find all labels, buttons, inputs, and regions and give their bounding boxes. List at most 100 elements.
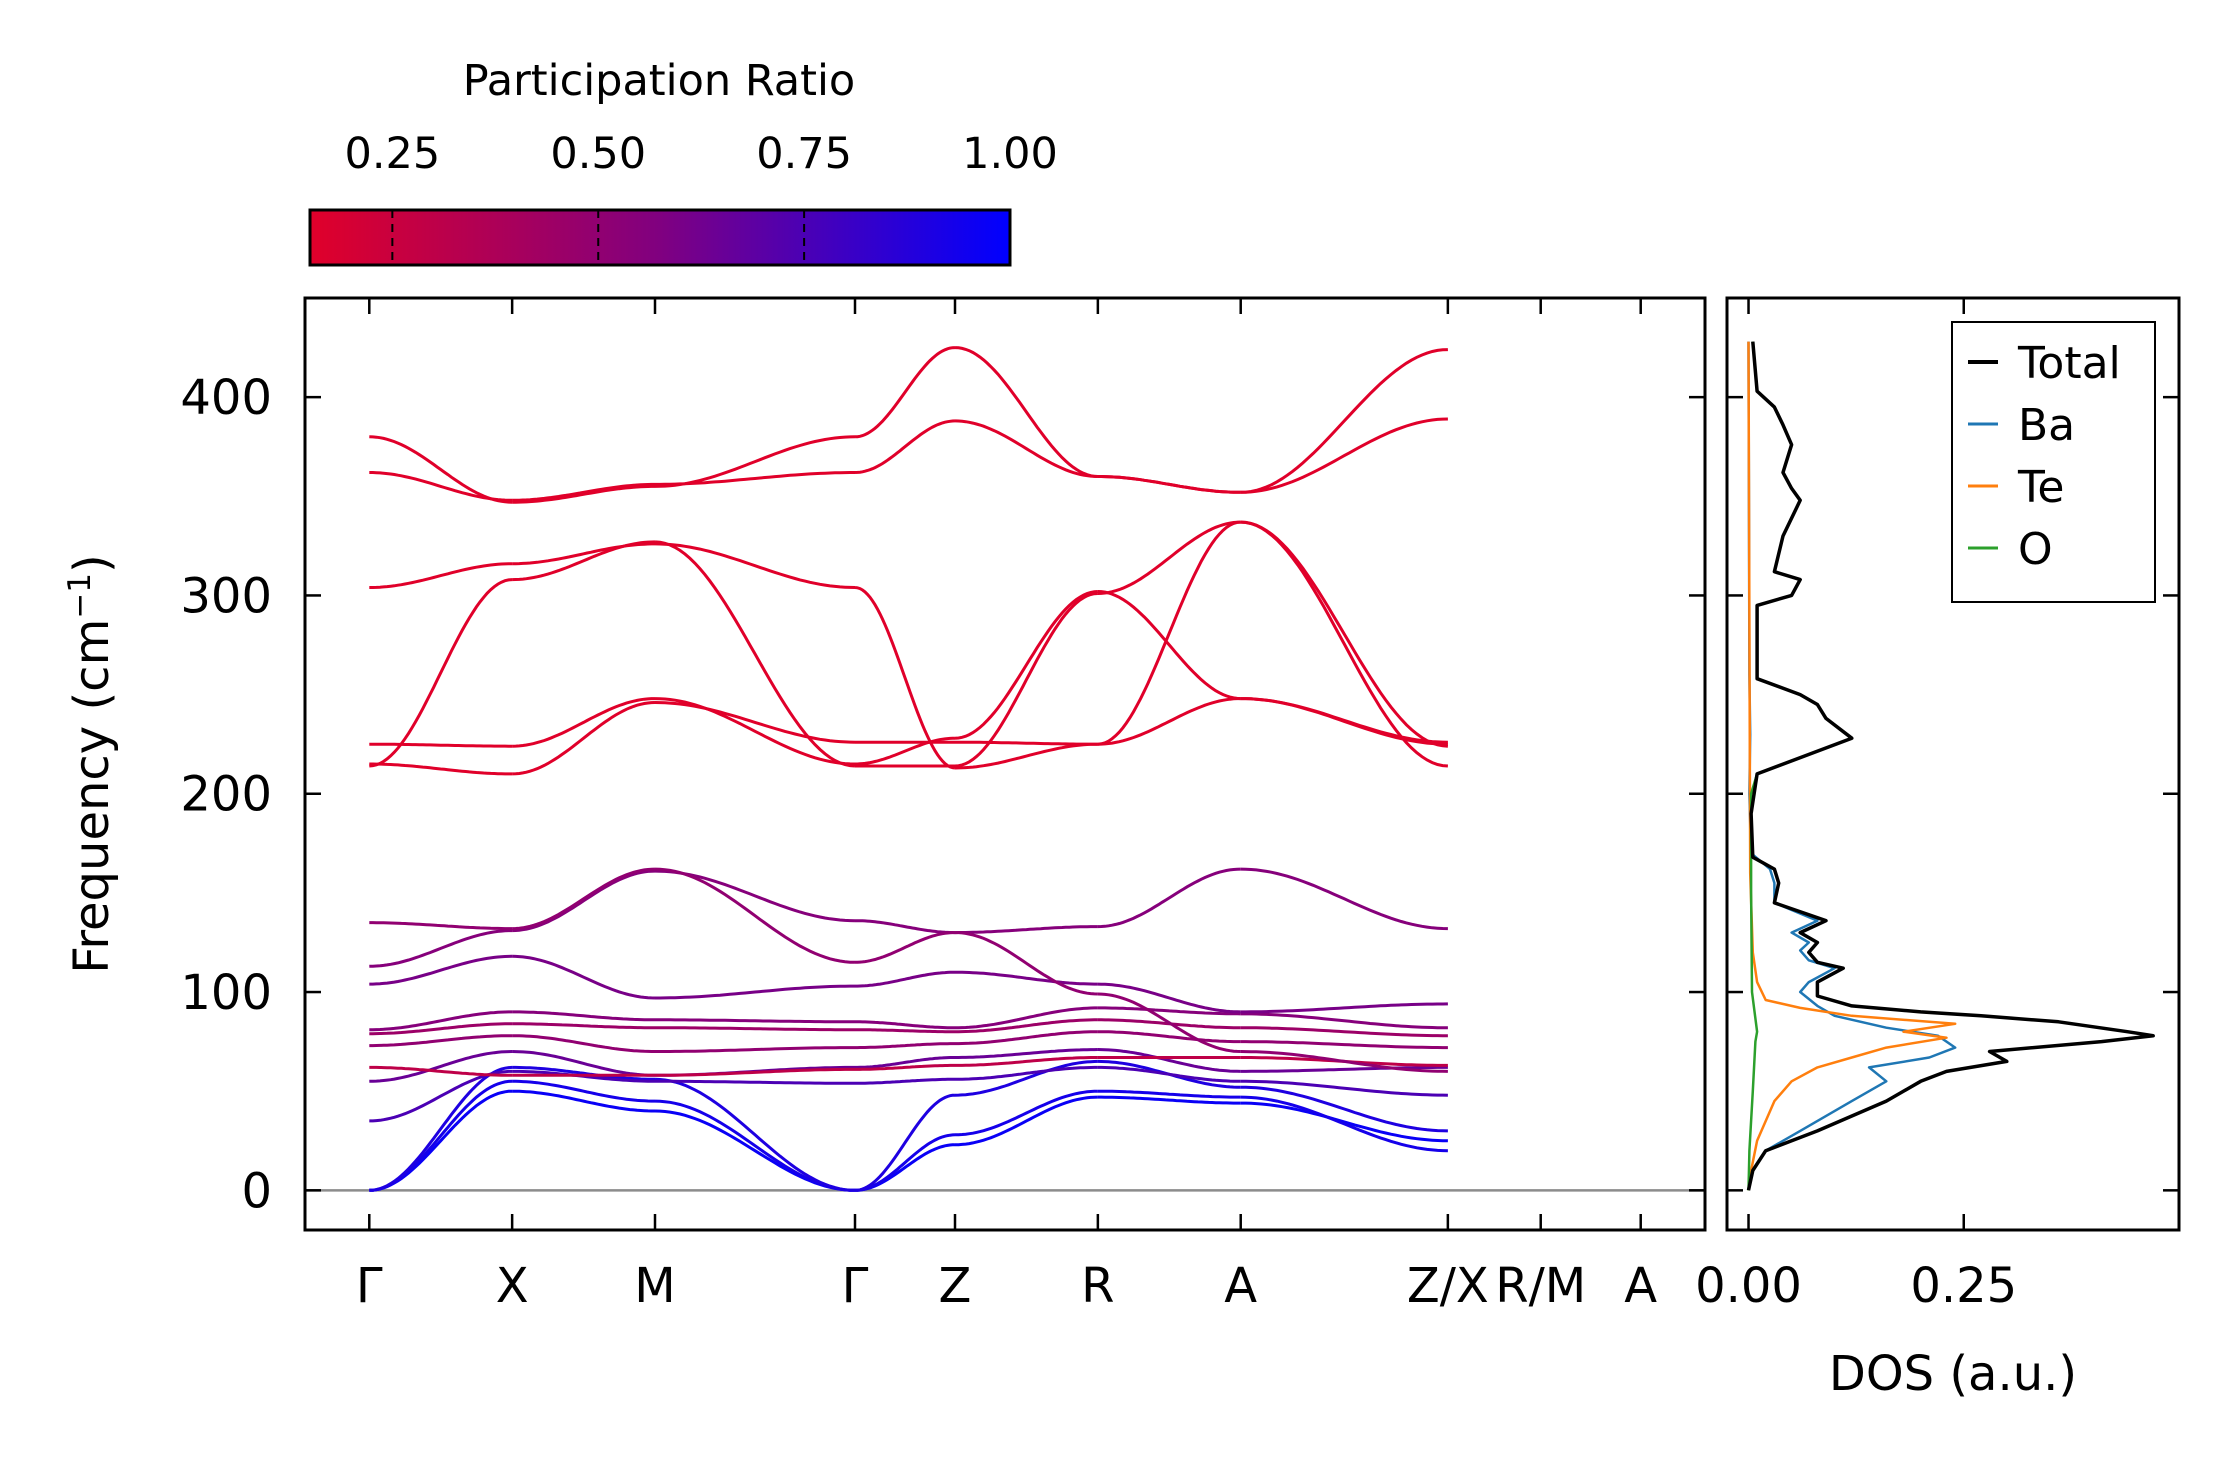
high-symmetry-label: X	[496, 1258, 529, 1314]
y-axis-label: Frequency (cm−1)	[62, 554, 120, 974]
colorbar-tick-label: 0.50	[550, 129, 646, 179]
legend-label: O	[2018, 524, 2053, 575]
colorbar: Participation Ratio 0.25 0.50 0.75 1.00	[308, 56, 1058, 267]
band-line	[855, 1042, 955, 1050]
band-line	[369, 1010, 513, 1032]
band-line	[655, 1079, 855, 1085]
colorbar-tick-label: 1.00	[962, 129, 1058, 179]
band-line	[512, 697, 655, 748]
band-line	[1097, 982, 1241, 1014]
high-symmetry-label: Γ	[356, 1258, 383, 1314]
band-line	[1240, 1079, 1448, 1097]
band-line	[512, 1050, 655, 1077]
band-line	[512, 701, 656, 776]
colorbar-gradient	[308, 208, 1012, 267]
band-line	[1240, 1050, 1448, 1073]
band-line	[955, 1018, 1098, 1034]
band-line	[1240, 1026, 1448, 1038]
band-line	[854, 346, 956, 439]
high-symmetry-label: Z/X	[1407, 1258, 1489, 1314]
band-line	[1097, 867, 1241, 929]
band-line	[1097, 590, 1241, 701]
dos-series-te	[1747, 341, 1957, 1191]
high-symmetry-label: A	[1224, 1258, 1257, 1314]
band-line	[512, 1079, 655, 1103]
band-line	[655, 1067, 855, 1077]
y-tick-label: 200	[180, 767, 272, 823]
band-line	[955, 1006, 1098, 1030]
band-line	[512, 484, 655, 504]
legend-frame	[1951, 321, 2156, 603]
band-line	[955, 1095, 1098, 1147]
band-line	[1097, 1089, 1241, 1099]
legend-label: Te	[2017, 462, 2064, 513]
band-line	[954, 1059, 1098, 1097]
band-line	[369, 435, 513, 504]
band-line	[854, 586, 956, 770]
band-line	[1097, 697, 1241, 746]
band-line	[1240, 1040, 1448, 1050]
band-line	[855, 1063, 955, 1071]
band-line	[1240, 1002, 1448, 1014]
band-line	[512, 1010, 655, 1022]
band-line	[655, 1018, 855, 1024]
band-line	[954, 590, 1098, 740]
high-symmetry-label: Γ	[842, 1258, 869, 1314]
dos-axes-frame	[1725, 296, 2181, 1232]
band-line	[369, 1050, 513, 1083]
legend-label: Ba	[2018, 400, 2075, 451]
band-line	[855, 931, 955, 964]
band-line	[369, 954, 513, 986]
band-line	[369, 921, 513, 931]
band-line	[955, 1030, 1098, 1046]
band-line	[855, 970, 955, 988]
band-line	[512, 1022, 655, 1030]
band-line	[654, 540, 856, 768]
band-line	[1097, 1006, 1241, 1016]
y-tick-label: 300	[180, 568, 272, 624]
band-line	[512, 867, 656, 931]
band-line	[1240, 1085, 1448, 1133]
dos-panel: 0.00 0.25 DOS (a.u.) Total Ba Te O	[1695, 296, 2181, 1402]
dos-x-axis-label: DOS (a.u.)	[1829, 1346, 2077, 1402]
band-line	[1097, 520, 1241, 595]
y-tick-label: 100	[180, 965, 272, 1021]
band-line	[654, 697, 856, 766]
band-line	[1240, 520, 1449, 768]
band-line	[1240, 417, 1448, 494]
band-line	[654, 1077, 856, 1192]
dos-legend: Total Ba Te O	[1951, 321, 2156, 603]
band-line	[954, 1089, 1098, 1137]
band-line	[654, 542, 856, 589]
band-line	[512, 869, 656, 933]
band-line	[954, 419, 1098, 478]
legend-label: Total	[2017, 338, 2121, 389]
dos-series-total	[1746, 341, 2155, 1191]
band-line	[369, 742, 513, 748]
band-line	[1240, 1065, 1448, 1073]
band-line	[1240, 1012, 1448, 1030]
band-line	[1240, 1095, 1448, 1153]
band-line	[1240, 348, 1448, 494]
colorbar-tick-label: 0.75	[756, 129, 852, 179]
band-line	[955, 931, 1098, 996]
high-symmetry-label: A	[1624, 1258, 1657, 1314]
colorbar-tick-label: 0.25	[344, 129, 440, 179]
band-line	[855, 1056, 955, 1069]
band-structure-panel: 0 100 200 300 400 Γ X M Γ Z R A Z/X R/M A Frequency (…	[62, 296, 1707, 1314]
band-line	[512, 1089, 655, 1113]
band-line	[855, 919, 956, 935]
band-line	[1097, 992, 1241, 1053]
band-line	[369, 1022, 513, 1036]
band-line	[369, 471, 513, 502]
band-line	[1240, 520, 1449, 748]
band-line	[654, 867, 856, 964]
band-line	[654, 1109, 856, 1192]
band-line	[512, 1034, 655, 1053]
band-line	[955, 1065, 1098, 1081]
band-line	[512, 542, 655, 566]
high-symmetry-label: R/M	[1495, 1258, 1586, 1314]
band-line	[1097, 1065, 1241, 1083]
dos-x-tick-label: 0.25	[1910, 1258, 2017, 1314]
